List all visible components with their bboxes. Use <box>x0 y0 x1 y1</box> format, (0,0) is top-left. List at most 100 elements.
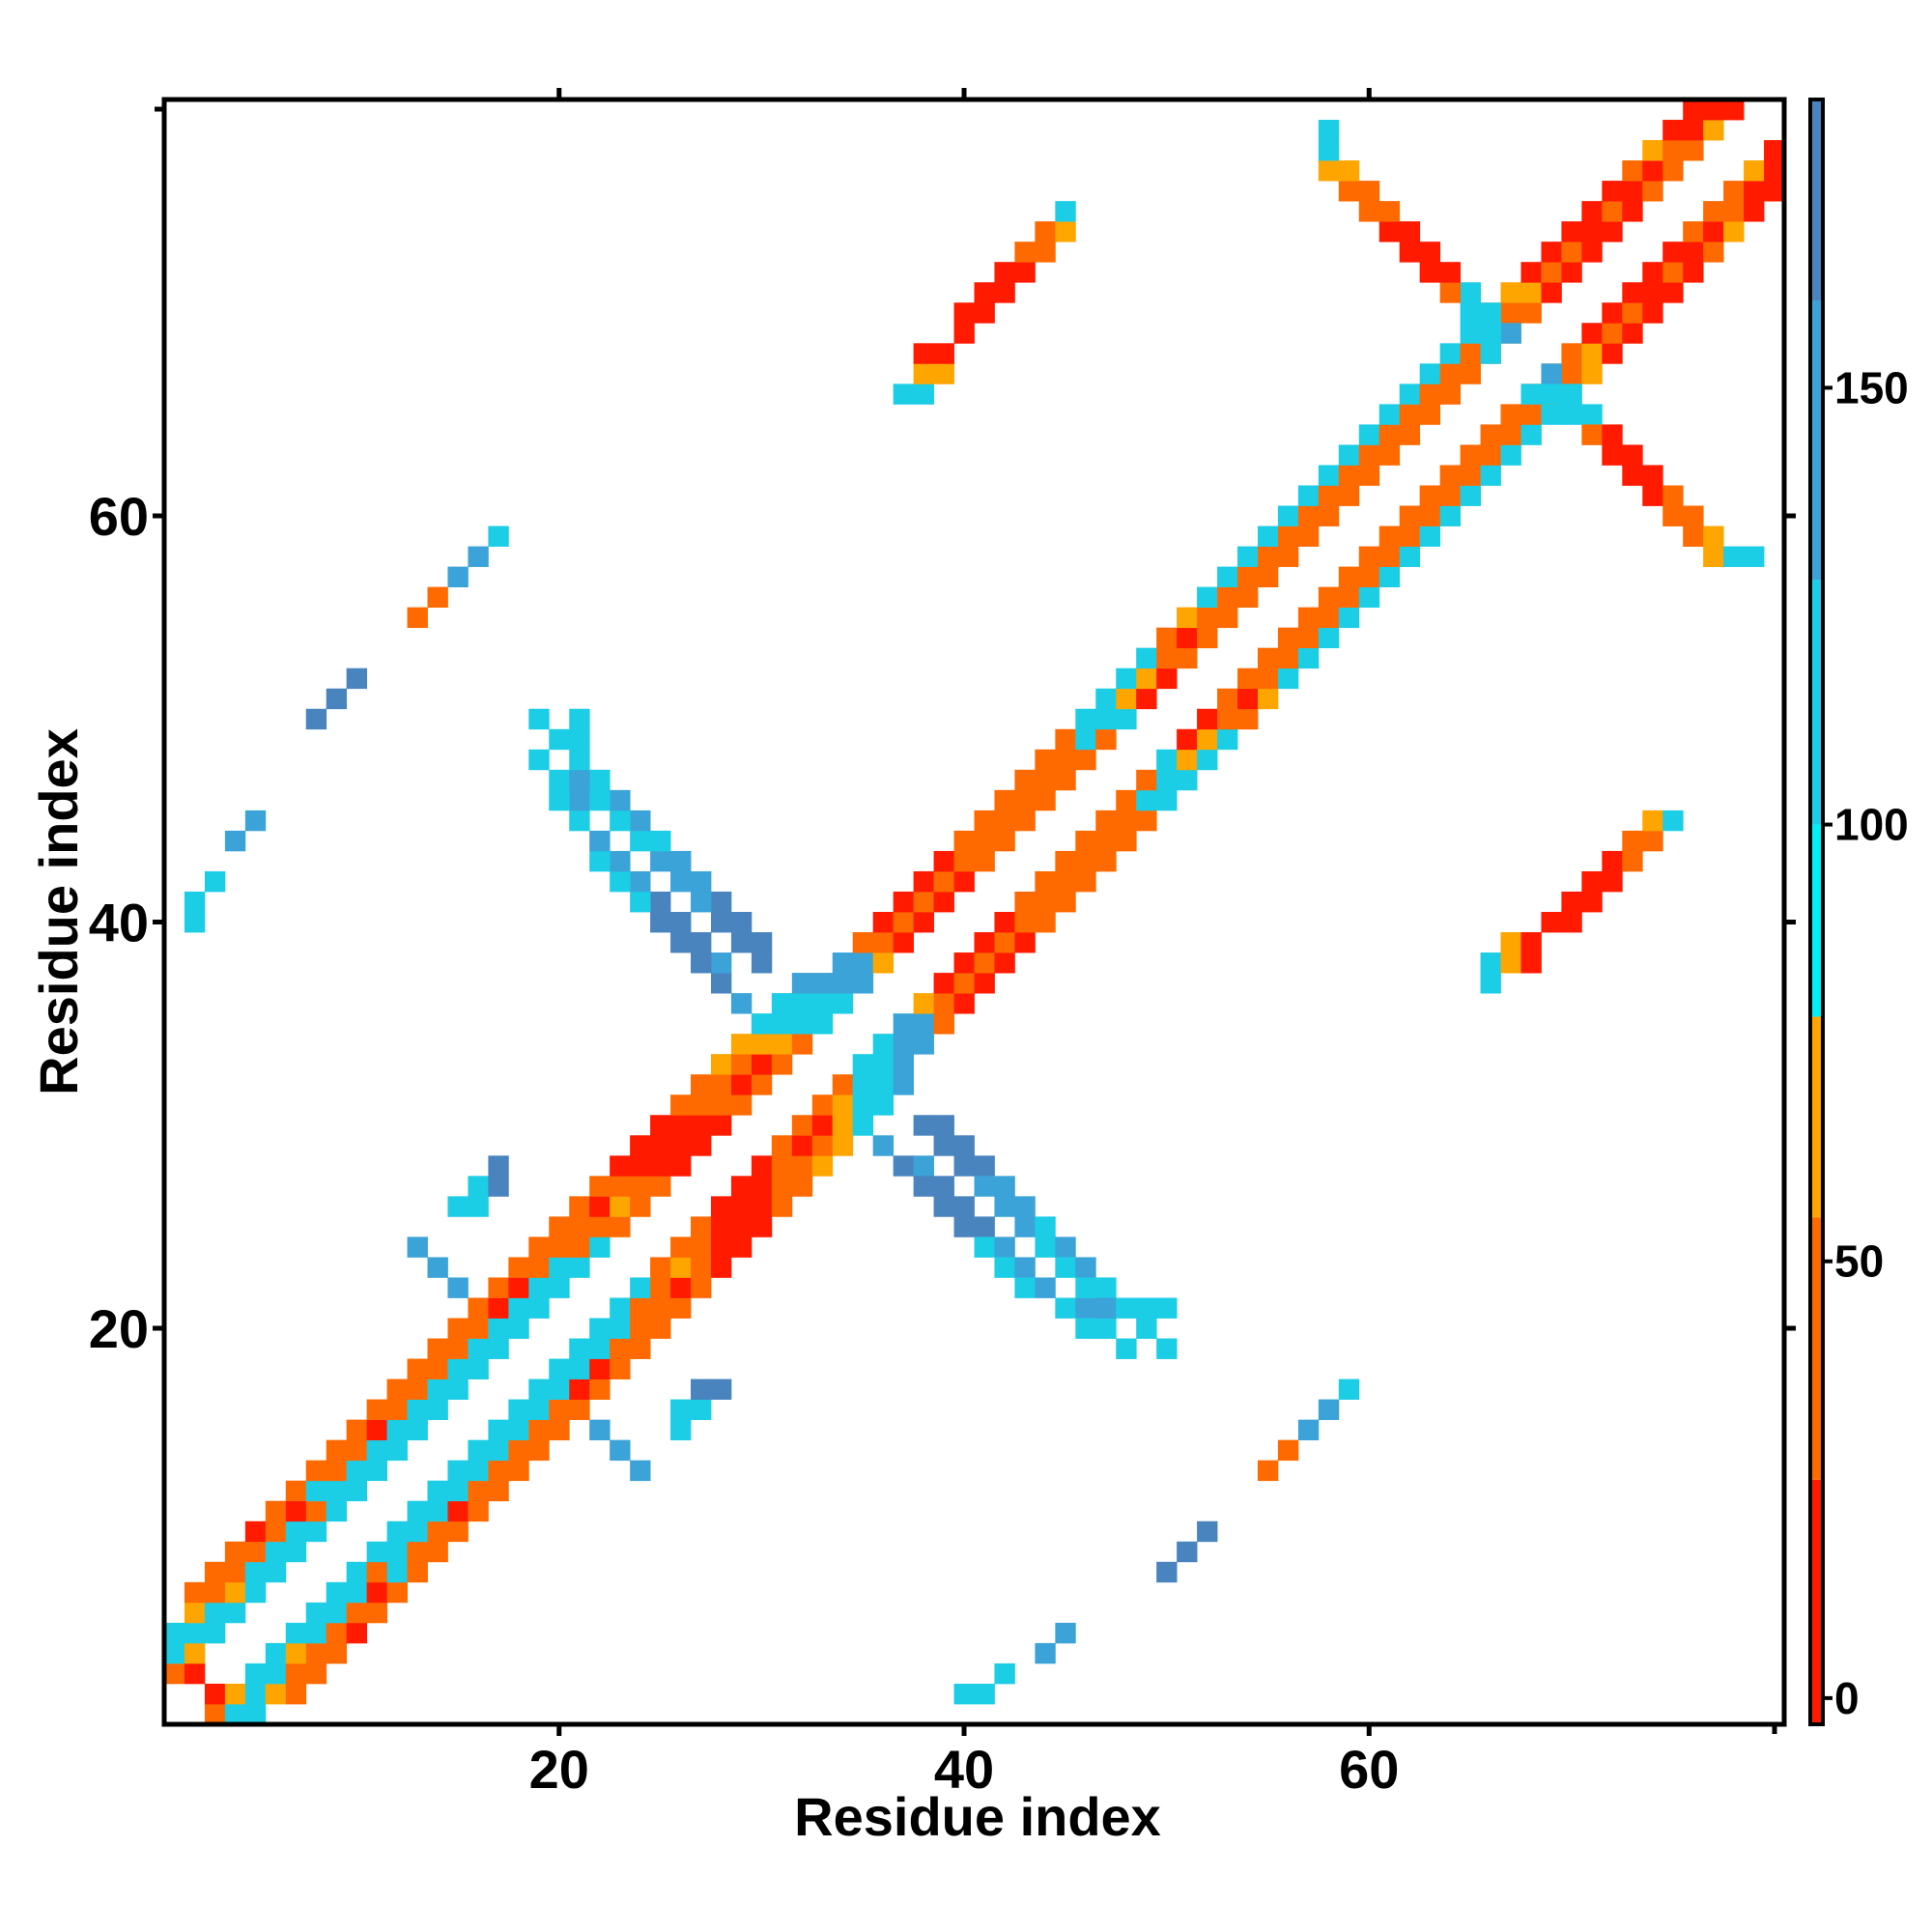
heatmap-cell <box>933 850 954 872</box>
heatmap-cell <box>1257 668 1279 690</box>
heatmap-cell <box>1277 627 1299 649</box>
heatmap-cell <box>569 1216 590 1237</box>
heatmap-cell <box>933 363 954 384</box>
heatmap-cell <box>1318 586 1340 609</box>
heatmap-cell <box>447 1460 469 1482</box>
y-axis-title: Residue index <box>28 728 89 1095</box>
heatmap-cell <box>994 282 1015 303</box>
heatmap-cell <box>953 1216 975 1237</box>
heatmap-cell <box>610 810 631 832</box>
heatmap-cell <box>710 1074 732 1095</box>
heatmap-cell <box>1297 647 1320 669</box>
heatmap-cell <box>1095 850 1117 872</box>
heatmap-cell <box>305 1662 327 1685</box>
heatmap-cell <box>710 891 732 913</box>
heatmap-cell <box>933 1013 954 1035</box>
heatmap-cell <box>508 1257 529 1278</box>
heatmap-cell <box>1399 505 1421 526</box>
heatmap-cell <box>1662 262 1684 283</box>
heatmap-cell <box>1075 1277 1096 1298</box>
heatmap-cell <box>386 1561 408 1583</box>
colorbar-tick-label: 0 <box>1834 1673 1860 1723</box>
heatmap-cell <box>1460 485 1481 506</box>
heatmap-cell <box>1136 688 1157 710</box>
heatmap-cell <box>1460 465 1481 486</box>
heatmap-cell <box>1095 708 1117 730</box>
heatmap-cell <box>1480 302 1501 324</box>
heatmap-cell <box>1683 262 1704 283</box>
heatmap-cell <box>771 1054 793 1075</box>
heatmap-cell <box>1723 221 1745 242</box>
heatmap-cell <box>852 932 874 953</box>
heatmap-cell <box>508 1439 529 1462</box>
heatmap-cell <box>710 1054 732 1075</box>
heatmap-cell <box>305 1460 327 1482</box>
heatmap-cell <box>771 1196 793 1217</box>
heatmap-cell <box>610 1358 631 1379</box>
heatmap-cell <box>730 1034 753 1055</box>
heatmap-cell <box>691 1216 712 1237</box>
heatmap-cell <box>224 830 246 852</box>
heatmap-cell <box>710 1257 732 1278</box>
heatmap-cell <box>386 1581 408 1604</box>
heatmap-cell <box>528 1297 550 1319</box>
heatmap-cell <box>549 1399 570 1421</box>
heatmap-cell <box>893 1034 915 1055</box>
heatmap-cell <box>427 1480 448 1502</box>
heatmap-cell <box>1703 242 1724 263</box>
heatmap-cell <box>569 1358 590 1379</box>
heatmap-cell <box>994 1236 1015 1258</box>
heatmap-cell <box>691 1257 712 1278</box>
colorbar-band <box>1810 824 1823 1017</box>
heatmap-cell <box>1460 282 1481 303</box>
heatmap-cell <box>974 1683 995 1705</box>
heatmap-cell <box>549 1236 570 1258</box>
heatmap-cell <box>488 1155 509 1177</box>
heatmap-cell <box>1703 99 1724 121</box>
heatmap-cell <box>427 1399 448 1421</box>
heatmap-cell <box>1581 424 1603 445</box>
heatmap-cell <box>1622 282 1643 303</box>
heatmap-cell <box>1439 363 1461 384</box>
heatmap-cell <box>468 1500 489 1522</box>
heatmap-cell <box>1723 181 1745 202</box>
heatmap-cell <box>569 1378 590 1400</box>
heatmap-cell <box>386 1439 408 1462</box>
heatmap-cell <box>771 1135 793 1156</box>
heatmap-cell <box>771 1013 793 1035</box>
heatmap-cell <box>346 1581 368 1604</box>
heatmap-cell <box>447 1318 469 1339</box>
heatmap-cell <box>811 973 834 994</box>
heatmap-cell <box>832 1135 854 1156</box>
heatmap-cell <box>1561 912 1582 933</box>
heatmap-cell <box>1035 1642 1056 1664</box>
heatmap-cell <box>407 1236 428 1258</box>
heatmap-cell <box>1744 201 1765 222</box>
heatmap-cell <box>1480 444 1501 466</box>
heatmap-cell <box>1561 363 1582 384</box>
heatmap-cell <box>1703 120 1724 141</box>
heatmap-cell <box>1500 404 1521 425</box>
heatmap-cell <box>447 1500 469 1522</box>
heatmap-cell <box>791 1135 813 1156</box>
heatmap-cell <box>427 1338 448 1359</box>
heatmap-cell <box>468 1196 489 1217</box>
heatmap-cell <box>953 830 975 852</box>
heatmap-cell <box>528 1399 550 1421</box>
colorbar-tick-label: 100 <box>1834 800 1909 850</box>
heatmap-cell <box>791 1034 813 1055</box>
heatmap-cell <box>1642 465 1663 486</box>
heatmap-cell <box>1197 607 1218 629</box>
heatmap-cell <box>1197 708 1218 730</box>
heatmap-cell <box>1277 1439 1299 1462</box>
heatmap-cell <box>610 850 631 872</box>
heatmap-cell <box>751 1054 773 1075</box>
heatmap-cell <box>1338 485 1360 506</box>
heatmap-cell <box>953 1135 975 1156</box>
heatmap-cell <box>1277 526 1299 547</box>
heatmap-cell <box>1581 363 1603 384</box>
heatmap-cell <box>1419 242 1441 263</box>
heatmap-cell <box>852 952 874 974</box>
heatmap-cell <box>1419 505 1441 526</box>
heatmap-cell <box>730 1074 753 1095</box>
